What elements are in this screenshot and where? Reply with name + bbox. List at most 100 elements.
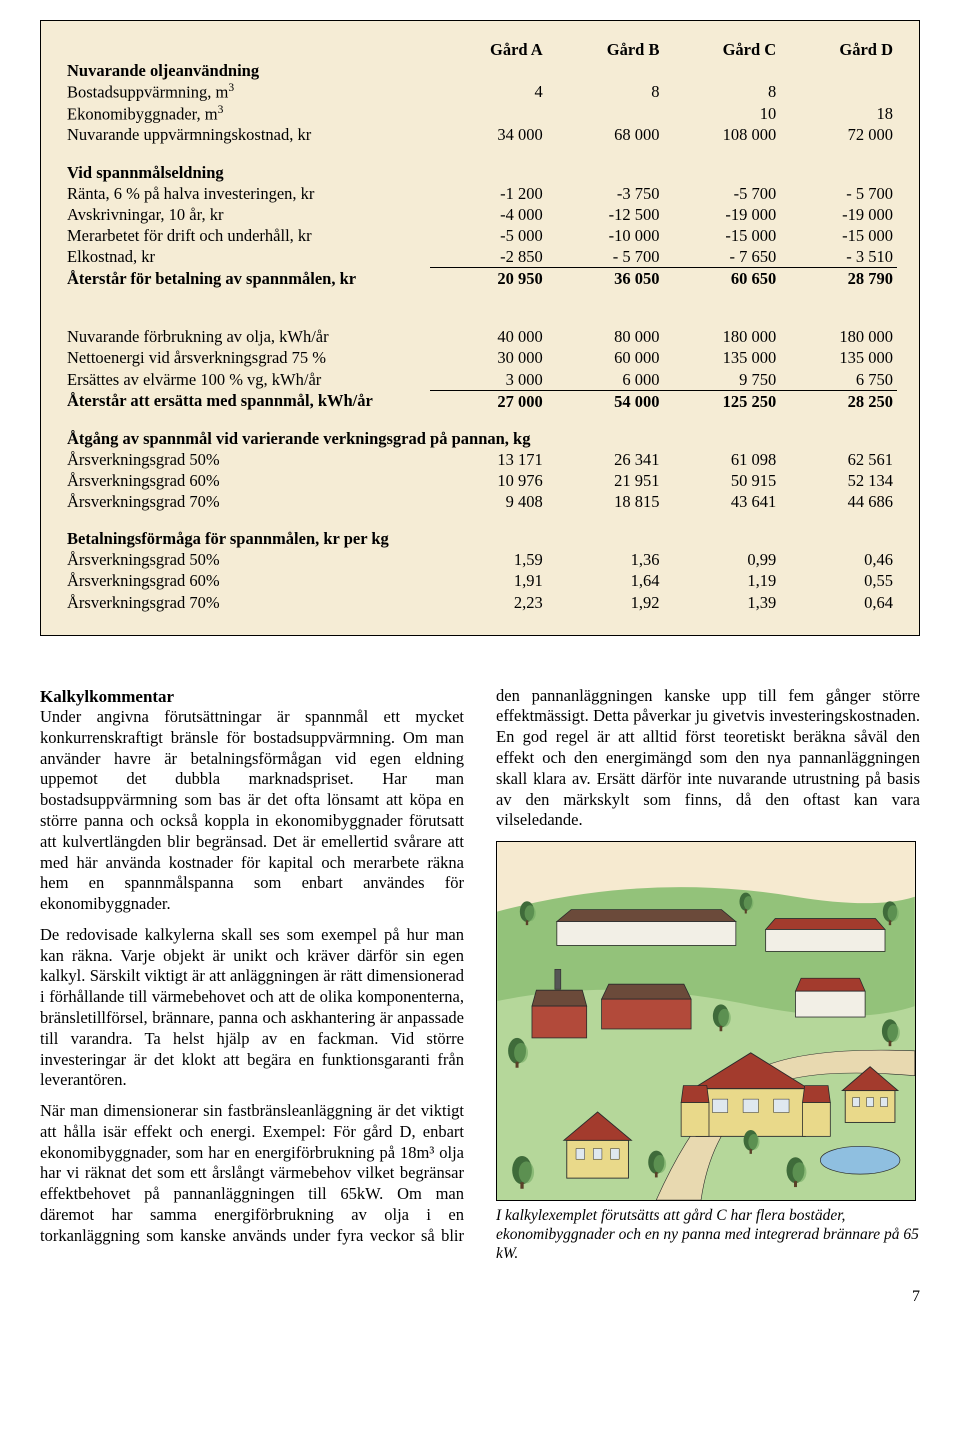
col-header: Gård B: [547, 39, 664, 60]
cell-value: 13 171: [430, 449, 547, 470]
row-label: Nuvarande förbrukning av olja, kWh/år: [63, 326, 430, 347]
row-label: Återstår att ersätta med spannmål, kWh/å…: [63, 390, 430, 412]
cell-value: 52 134: [780, 470, 897, 491]
cell-value: 0,55: [780, 570, 897, 591]
cell-value: 9 408: [430, 491, 547, 512]
row-label: Årsverkningsgrad 60%: [63, 570, 430, 591]
col-header: Gård A: [430, 39, 547, 60]
cell-value: 3 000: [430, 369, 547, 391]
commentary-paragraph: De redovisade kalkylerna skall ses som e…: [40, 925, 464, 1091]
figure-caption: I kalkylexemplet förutsätts att gård C h…: [496, 1207, 920, 1264]
cell-value: 26 341: [547, 449, 664, 470]
cell-value: 36 050: [547, 268, 664, 290]
cell-value: 135 000: [663, 347, 780, 368]
cell-value: 1,92: [547, 592, 664, 613]
row-label: Årsverkningsgrad 50%: [63, 449, 430, 470]
row-label: Ränta, 6 % på halva investeringen, kr: [63, 183, 430, 204]
cell-value: 1,19: [663, 570, 780, 591]
cell-value: 8: [663, 81, 780, 103]
cell-value: -1 200: [430, 183, 547, 204]
cell-value: 80 000: [547, 326, 664, 347]
cell-value: -2 850: [430, 246, 547, 268]
cell-value: 10: [663, 103, 780, 125]
cell-value: 72 000: [780, 124, 897, 145]
cell-value: -3 750: [547, 183, 664, 204]
cell-value: 2,23: [430, 592, 547, 613]
row-label: Årsverkningsgrad 50%: [63, 549, 430, 570]
row-label: Elkostnad, kr: [63, 246, 430, 268]
cell-value: 28 250: [780, 390, 897, 412]
cell-value: 6 750: [780, 369, 897, 391]
cell-value: -15 000: [780, 225, 897, 246]
cell-value: 68 000: [547, 124, 664, 145]
commentary-heading: Kalkylkommentar: [40, 686, 464, 707]
col-header: Gård C: [663, 39, 780, 60]
row-label: Årsverkningsgrad 70%: [63, 491, 430, 512]
commentary-paragraph: Under angivna förutsättningar är spannmå…: [40, 707, 464, 915]
cell-value: [430, 103, 547, 125]
cell-value: 9 750: [663, 369, 780, 391]
cell-value: 21 951: [547, 470, 664, 491]
cell-value: 18: [780, 103, 897, 125]
row-label: Årsverkningsgrad 70%: [63, 592, 430, 613]
cell-value: -15 000: [663, 225, 780, 246]
section-title: Nuvarande oljeanvändning: [63, 60, 897, 81]
cell-value: [547, 103, 664, 125]
section-title: Åtgång av spannmål vid varierande verkni…: [63, 412, 897, 449]
farm-svg: [496, 841, 916, 1201]
cell-value: 1,64: [547, 570, 664, 591]
cell-value: - 7 650: [663, 246, 780, 268]
row-label: Ersättes av elvärme 100 % vg, kWh/år: [63, 369, 430, 391]
cell-value: 125 250: [663, 390, 780, 412]
cell-value: 1,36: [547, 549, 664, 570]
cell-value: 18 815: [547, 491, 664, 512]
cell-value: 0,46: [780, 549, 897, 570]
cell-value: 8: [547, 81, 664, 103]
cell-value: 27 000: [430, 390, 547, 412]
col-header: Gård D: [780, 39, 897, 60]
row-label: Nuvarande uppvärmningskostnad, kr: [63, 124, 430, 145]
cell-value: 40 000: [430, 326, 547, 347]
cell-value: 30 000: [430, 347, 547, 368]
cell-value: - 3 510: [780, 246, 897, 268]
cell-value: 44 686: [780, 491, 897, 512]
cell-value: 60 650: [663, 268, 780, 290]
commentary-columns: Kalkylkommentar Under angivna förutsättn…: [40, 686, 920, 1264]
cell-value: 0,64: [780, 592, 897, 613]
cell-value: 28 790: [780, 268, 897, 290]
calculation-table-box: Gård A Gård B Gård C Gård D Nuvarande ol…: [40, 20, 920, 636]
calculation-table: Gård A Gård B Gård C Gård D Nuvarande ol…: [63, 39, 897, 613]
cell-value: 6 000: [547, 369, 664, 391]
cell-value: -12 500: [547, 204, 664, 225]
cell-value: 43 641: [663, 491, 780, 512]
row-label: Bostadsuppvärmning, m3: [63, 81, 430, 103]
cell-value: 1,59: [430, 549, 547, 570]
cell-value: 54 000: [547, 390, 664, 412]
row-label: Årsverkningsgrad 60%: [63, 470, 430, 491]
cell-value: 180 000: [663, 326, 780, 347]
cell-value: - 5 700: [547, 246, 664, 268]
cell-value: 1,91: [430, 570, 547, 591]
cell-value: - 5 700: [780, 183, 897, 204]
section-title: Vid spannmålseldning: [63, 146, 897, 183]
cell-value: 108 000: [663, 124, 780, 145]
row-label: Återstår för betalning av spannmålen, kr: [63, 268, 430, 290]
cell-value: -10 000: [547, 225, 664, 246]
cell-value: -19 000: [663, 204, 780, 225]
cell-value: -19 000: [780, 204, 897, 225]
cell-value: 10 976: [430, 470, 547, 491]
cell-value: 50 915: [663, 470, 780, 491]
cell-value: 62 561: [780, 449, 897, 470]
cell-value: -5 700: [663, 183, 780, 204]
cell-value: 180 000: [780, 326, 897, 347]
row-label: Avskrivningar, 10 år, kr: [63, 204, 430, 225]
row-label: Nettoenergi vid årsverkningsgrad 75 %: [63, 347, 430, 368]
cell-value: 34 000: [430, 124, 547, 145]
page-number: 7: [40, 1288, 920, 1306]
cell-value: 1,39: [663, 592, 780, 613]
section-title: Betalningsförmåga för spannmålen, kr per…: [63, 512, 897, 549]
cell-value: -5 000: [430, 225, 547, 246]
cell-value: -4 000: [430, 204, 547, 225]
row-label: Ekonomibyggnader, m3: [63, 103, 430, 125]
cell-value: 4: [430, 81, 547, 103]
